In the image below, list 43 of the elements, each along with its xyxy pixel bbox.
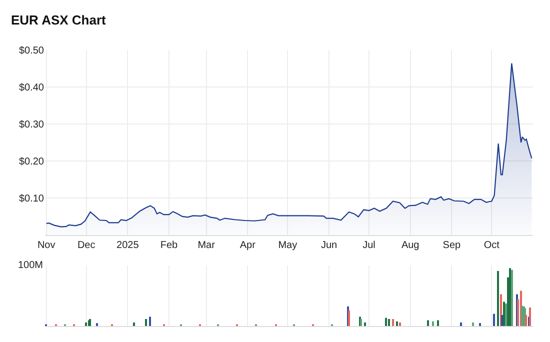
bar: [472, 322, 474, 326]
bar: [133, 322, 135, 326]
x-tick-label: Apr: [240, 240, 256, 251]
x-tick-label: Sep: [442, 240, 462, 251]
bar: [360, 319, 362, 326]
bar: [479, 323, 481, 326]
bar: [493, 314, 495, 326]
bar: [392, 319, 394, 326]
bar: [497, 271, 499, 326]
bar: [96, 323, 98, 326]
text: 100M: [18, 260, 44, 271]
x-tick-label: Mar: [198, 240, 216, 251]
bar: [145, 319, 147, 326]
bar: [399, 322, 401, 326]
x-tick-label: Aug: [401, 240, 420, 251]
bar: [529, 307, 531, 326]
x-tick-label: May: [278, 240, 298, 251]
y-tick-label: $0.40: [18, 82, 44, 94]
bar: [432, 321, 434, 326]
y-tick-label: $0.10: [18, 193, 44, 204]
bar: [385, 318, 387, 326]
x-tick-label: Jun: [320, 240, 338, 251]
x-tick-label: Feb: [160, 240, 178, 251]
bar: [427, 320, 429, 326]
x-tick-label: Nov: [37, 240, 56, 251]
x-tick-label: 2025: [116, 240, 140, 251]
bar: [525, 315, 527, 326]
bar: [437, 320, 439, 326]
x-tick-label: Jul: [362, 240, 376, 251]
y-tick-label: $0.50: [18, 46, 44, 56]
y-tick-label: $0.20: [18, 156, 44, 168]
bar: [501, 315, 503, 326]
x-tick-label: Dec: [77, 240, 96, 251]
bar: [388, 319, 390, 326]
chart-title: EUR ASX Chart: [11, 12, 107, 28]
x-tick-label: Oct: [484, 240, 500, 251]
bar: [85, 322, 87, 326]
bar: [364, 322, 366, 326]
bar: [149, 316, 151, 326]
bar: [460, 322, 462, 326]
bar: [396, 321, 398, 326]
bar: [348, 310, 350, 326]
y-tick-label: $0.30: [18, 119, 44, 130]
